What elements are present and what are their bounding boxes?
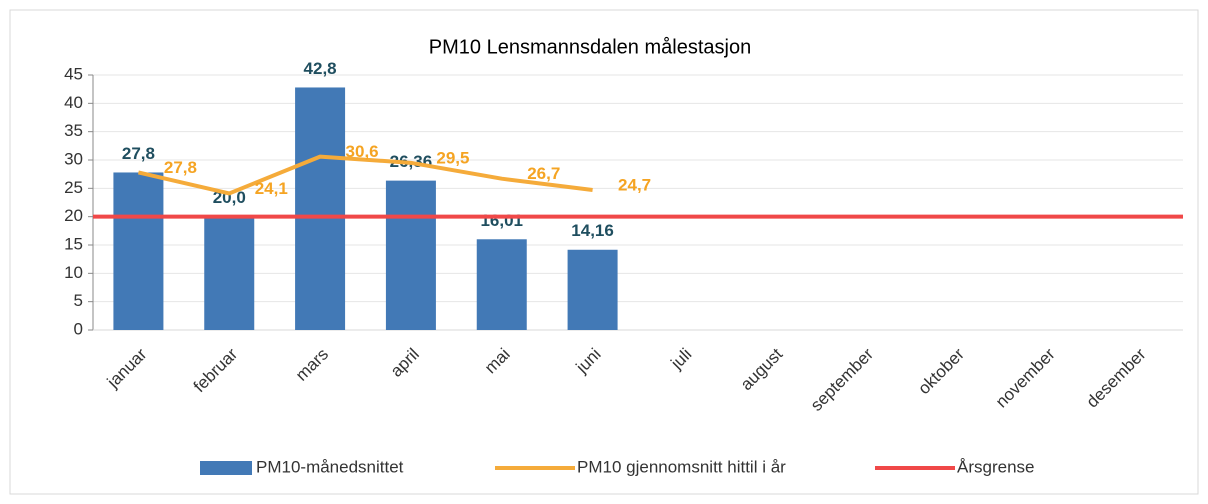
line-value-label: 26,7 — [527, 164, 560, 183]
y-tick-label: 30 — [64, 149, 83, 168]
bar — [476, 239, 527, 330]
y-tick-label: 25 — [64, 178, 83, 197]
line-value-label: 30,6 — [346, 142, 379, 161]
y-tick-label: 5 — [74, 291, 83, 310]
bar — [113, 172, 164, 330]
bar-value-label: 14,16 — [571, 221, 614, 240]
chart-title: PM10 Lensmannsdalen målestasjon — [429, 36, 751, 58]
legend-label: PM10-månedsnittet — [256, 457, 404, 476]
y-tick-label: 40 — [64, 93, 83, 112]
bar — [295, 87, 346, 330]
legend-label: PM10 gjennomsnitt hittil i år — [577, 457, 786, 476]
line-value-label: 27,8 — [164, 158, 197, 177]
y-tick-label: 10 — [64, 263, 83, 282]
y-tick-label: 35 — [64, 121, 83, 140]
bar-value-label: 42,8 — [304, 59, 337, 78]
bar — [204, 216, 255, 330]
line-value-label: 24,7 — [618, 176, 651, 195]
legend-swatch — [200, 461, 252, 475]
bar — [567, 249, 618, 330]
y-tick-label: 0 — [74, 319, 83, 338]
legend-label: Årsgrense — [957, 457, 1034, 476]
line-series — [137, 154, 593, 196]
bar-value-label: 27,8 — [122, 144, 155, 163]
y-tick-label: 45 — [64, 64, 83, 83]
y-tick-label: 20 — [64, 206, 83, 225]
y-tick-label: 15 — [64, 234, 83, 253]
line-value-label: 24,1 — [255, 179, 288, 198]
line-value-label: 29,5 — [436, 148, 469, 167]
bar — [385, 180, 436, 330]
bar-value-label: 16,01 — [480, 211, 523, 230]
